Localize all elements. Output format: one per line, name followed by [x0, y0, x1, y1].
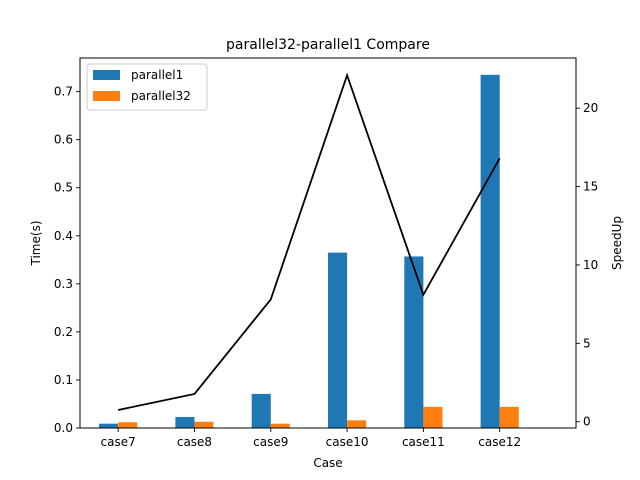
- legend: parallel1 parallel32: [86, 63, 208, 111]
- speedup-line-group: [117, 72, 501, 411]
- bar-parallel32-case9: [270, 423, 290, 428]
- bar-parallel1-case9: [251, 393, 271, 428]
- y-axis-left: 0.0 0.1 0.2 0.3 0.4 0.5 0.6 0.7: [54, 85, 80, 435]
- x-tick-label: case10: [326, 435, 369, 449]
- y-tick-label: 0.2: [54, 325, 73, 339]
- y-tick-label: 0.6: [54, 133, 73, 147]
- y2-tick-label: 0: [583, 415, 591, 429]
- bar-parallel1-case7: [99, 423, 119, 428]
- y-tick-label: 0.7: [54, 85, 73, 99]
- y-tick-label: 0.4: [54, 229, 73, 243]
- bar-parallel32-case10: [347, 420, 367, 428]
- bar-parallel1-case12: [480, 74, 500, 429]
- y2-tick-label: 5: [583, 336, 591, 350]
- bar-parallel1-case11: [404, 256, 424, 428]
- plot-area: [79, 57, 577, 429]
- legend-swatch-parallel1: [93, 70, 120, 80]
- x-tick-label: case9: [253, 435, 288, 449]
- bar-parallel32-case12: [499, 406, 519, 428]
- bars-group: [99, 74, 519, 429]
- x-axis-label: Case: [313, 456, 342, 470]
- y-tick-label: 0.1: [54, 373, 73, 387]
- bar-parallel1-case8: [175, 416, 195, 428]
- speedup-line: [117, 72, 501, 411]
- chart-title: parallel32-parallel1 Compare: [226, 37, 430, 53]
- x-tick-label: case11: [402, 435, 445, 449]
- y2-tick-label: 15: [583, 180, 598, 194]
- y2-tick-label: 20: [583, 101, 598, 115]
- y2-axis-label: SpeedUp: [610, 216, 624, 270]
- x-tick-label: case7: [101, 435, 136, 449]
- legend-label-parallel1: parallel1: [131, 68, 183, 82]
- x-axis: case7 case8 case9 case10 case11 case12: [101, 428, 521, 449]
- y-tick-label: 0.5: [54, 181, 73, 195]
- bar-parallel32-case11: [423, 406, 443, 428]
- y-axis-right: 0 5 10 15 20: [576, 101, 598, 429]
- y-tick-label: 0.3: [54, 277, 73, 291]
- bar-parallel32-case7: [118, 422, 138, 428]
- legend-swatch-parallel32: [93, 91, 120, 101]
- x-tick-label: case12: [478, 435, 521, 449]
- x-tick-label: case8: [177, 435, 212, 449]
- legend-label-parallel32: parallel32: [131, 89, 191, 103]
- plot-frame: [79, 57, 577, 429]
- y2-tick-label: 10: [583, 258, 598, 272]
- bar-parallel32-case8: [194, 421, 214, 428]
- y-axis-label: Time(s): [29, 221, 43, 267]
- bar-parallel1-case10: [328, 252, 348, 428]
- y-tick-label: 0.0: [54, 421, 73, 435]
